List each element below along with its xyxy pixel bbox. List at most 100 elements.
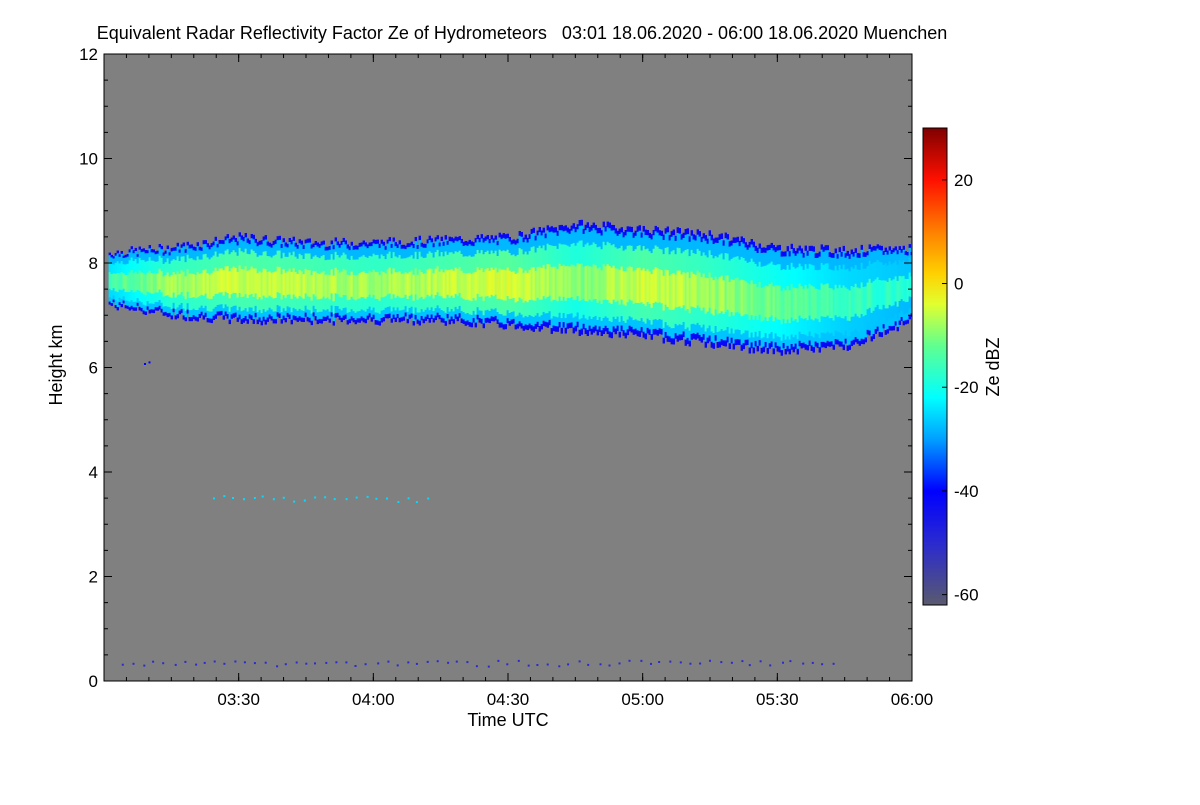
cloud-column-cell <box>660 329 663 335</box>
cloud-column-cell <box>410 245 413 256</box>
cloud-column-cell <box>398 317 401 323</box>
cloud-column-cell <box>848 271 851 291</box>
cloud-column-cell <box>628 226 631 233</box>
cloud-column-cell <box>108 252 111 256</box>
cloud-column-cell <box>700 255 703 278</box>
cloud-column-cell <box>566 265 569 299</box>
cloud-column-cell <box>894 314 897 322</box>
cloud-column-cell <box>282 238 285 243</box>
cloud-column-cell <box>818 251 821 257</box>
cloud-column-cell <box>172 292 175 304</box>
cloud-column-cell <box>172 302 175 309</box>
cloud-column-cell <box>156 253 159 262</box>
cloud-column-cell <box>862 252 865 258</box>
cloud-column-cell <box>268 242 271 247</box>
cloud-column-cell <box>510 240 513 245</box>
cloud-column-cell <box>816 270 819 290</box>
cloud-column-cell <box>144 250 147 254</box>
cloud-column-cell <box>124 257 127 265</box>
cloud-column-cell <box>328 249 331 261</box>
cloud-column-cell <box>718 234 721 241</box>
cloud-column-cell <box>216 311 219 316</box>
cloud-column-cell <box>428 318 431 323</box>
cloud-column-cell <box>336 294 339 307</box>
cloud-column-cell <box>404 249 407 259</box>
cloud-column-cell <box>250 307 253 316</box>
cloud-column-cell <box>410 294 413 308</box>
cloud-column-cell <box>676 232 679 249</box>
cloud-column-cell <box>434 252 437 269</box>
cloud-column-cell <box>666 226 669 233</box>
cloud-column-cell <box>258 310 261 318</box>
cloud-column-cell <box>804 344 807 350</box>
cloud-column-cell <box>388 293 391 307</box>
cloud-column-cell <box>222 270 225 296</box>
echo-point <box>377 662 380 665</box>
cloud-column-cell <box>596 247 599 269</box>
cloud-column-cell <box>490 294 493 309</box>
cloud-column-cell <box>802 288 805 320</box>
cloud-column-cell <box>544 298 547 314</box>
cloud-column-cell <box>710 341 713 348</box>
cloud-column-cell <box>558 296 561 314</box>
cloud-column-cell <box>786 336 789 347</box>
cloud-column-cell <box>422 247 425 259</box>
cloud-column-cell <box>470 256 473 275</box>
cloud-column-cell <box>398 271 401 298</box>
cloud-column-cell <box>756 266 759 288</box>
cloud-column-cell <box>648 238 651 252</box>
echo-point <box>354 665 357 667</box>
cloud-column-cell <box>420 242 423 248</box>
cloud-column-cell <box>874 246 877 251</box>
cloud-column-cell <box>810 319 813 337</box>
cloud-column-cell <box>218 304 221 312</box>
cloud-column-cell <box>206 273 209 299</box>
cloud-column-cell <box>552 325 555 332</box>
cloud-column-cell <box>614 247 617 269</box>
cloud-column-cell <box>408 314 411 319</box>
cloud-column-cell <box>324 298 327 311</box>
cloud-column-cell <box>460 318 463 323</box>
cloud-column-cell <box>264 311 267 321</box>
cloud-column-cell <box>132 250 135 254</box>
cloud-column-cell <box>216 270 219 295</box>
cloud-column-cell <box>420 309 423 317</box>
cloud-column-cell <box>908 272 911 297</box>
cloud-column-cell <box>366 248 369 259</box>
cloud-column-cell <box>466 241 469 247</box>
cloud-column-cell <box>114 300 117 306</box>
cloud-column-cell <box>438 315 441 320</box>
cloud-column-cell <box>526 272 529 303</box>
cloud-column-cell <box>384 307 387 315</box>
cloud-column-cell <box>682 238 685 252</box>
cloud-column-cell <box>338 308 341 316</box>
cloud-column-cell <box>808 331 811 341</box>
cloud-column-cell <box>818 256 821 271</box>
cloud-column-cell <box>832 320 835 337</box>
cloud-column-cell <box>294 309 297 317</box>
cloud-column-cell <box>798 245 801 251</box>
cloud-column-cell <box>150 303 153 310</box>
cloud-column-cell <box>802 257 805 271</box>
cloud-column-cell <box>764 317 767 334</box>
x-tick-label: 04:00 <box>352 690 395 709</box>
echo-point <box>599 663 602 666</box>
cloud-column-cell <box>322 255 325 272</box>
cloud-column-cell <box>302 310 305 319</box>
cloud-column-cell <box>154 251 157 255</box>
cloud-column-cell <box>712 342 715 349</box>
cloud-column-cell <box>540 267 543 300</box>
cloud-column-cell <box>132 307 135 311</box>
cloud-column-cell <box>730 328 733 339</box>
cloud-column-cell <box>202 240 205 245</box>
cloud-column-cell <box>382 256 385 273</box>
cloud-column-cell <box>198 250 201 260</box>
cloud-column-cell <box>250 234 253 239</box>
cloud-column-cell <box>390 298 393 312</box>
cloud-column-cell <box>450 316 453 322</box>
echo-point <box>213 497 215 500</box>
cloud-column-cell <box>400 248 403 259</box>
cloud-column-cell <box>808 283 811 316</box>
cloud-column-cell <box>796 253 799 268</box>
cloud-column-cell <box>718 277 721 314</box>
